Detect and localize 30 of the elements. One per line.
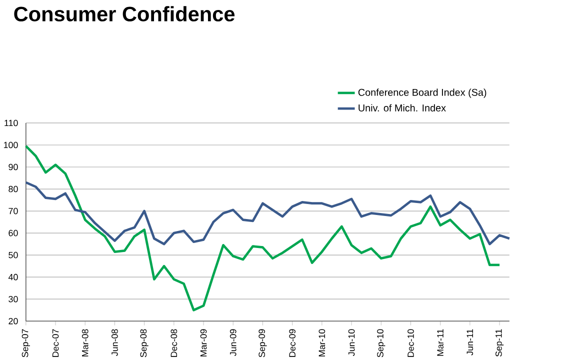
x-tick-label: Jun-09	[230, 329, 236, 356]
x-tick-label: Sep-08	[140, 329, 148, 358]
y-tick-label: 100	[4, 142, 18, 148]
y-tick-label: 20	[8, 318, 18, 324]
y-tick-label: 110	[4, 120, 18, 126]
x-tick-label: Dec-10	[408, 329, 414, 357]
x-tick-label: Sep-10	[377, 329, 386, 358]
x-tick-label: Mar-10	[318, 329, 326, 356]
legend-label: Univ. of Mich. Index	[358, 104, 446, 112]
legend-label: Conference Board Index (Sa)	[358, 88, 486, 98]
x-tick-label: Sep-07	[22, 329, 30, 358]
y-tick-label: 60	[8, 230, 18, 236]
x-tick-label: Jun-11	[466, 329, 474, 356]
x-tick-label: Sep-11	[496, 329, 504, 357]
x-tick-label: Sep-09	[258, 329, 267, 358]
chart-title: Consumer Confidence	[14, 6, 235, 22]
y-tick-label: 40	[8, 274, 18, 280]
y-tick-label: 70	[8, 208, 18, 214]
x-tick-label: Mar-09	[200, 329, 207, 356]
x-tick-label: Jun-10	[348, 329, 355, 356]
x-tick-label: Jun-08	[112, 329, 118, 356]
y-tick-label: 30	[8, 296, 18, 302]
x-tick-label: Dec-09	[289, 329, 296, 357]
x-tick-label: Mar-11	[437, 329, 444, 356]
x-tick-label: Dec-08	[170, 329, 178, 357]
x-tick-label: Mar-08	[82, 329, 88, 356]
y-tick-label: 50	[8, 252, 18, 258]
y-tick-label: 80	[8, 186, 18, 192]
x-tick-label: Dec-07	[52, 329, 59, 357]
y-tick-label: 90	[8, 164, 18, 170]
